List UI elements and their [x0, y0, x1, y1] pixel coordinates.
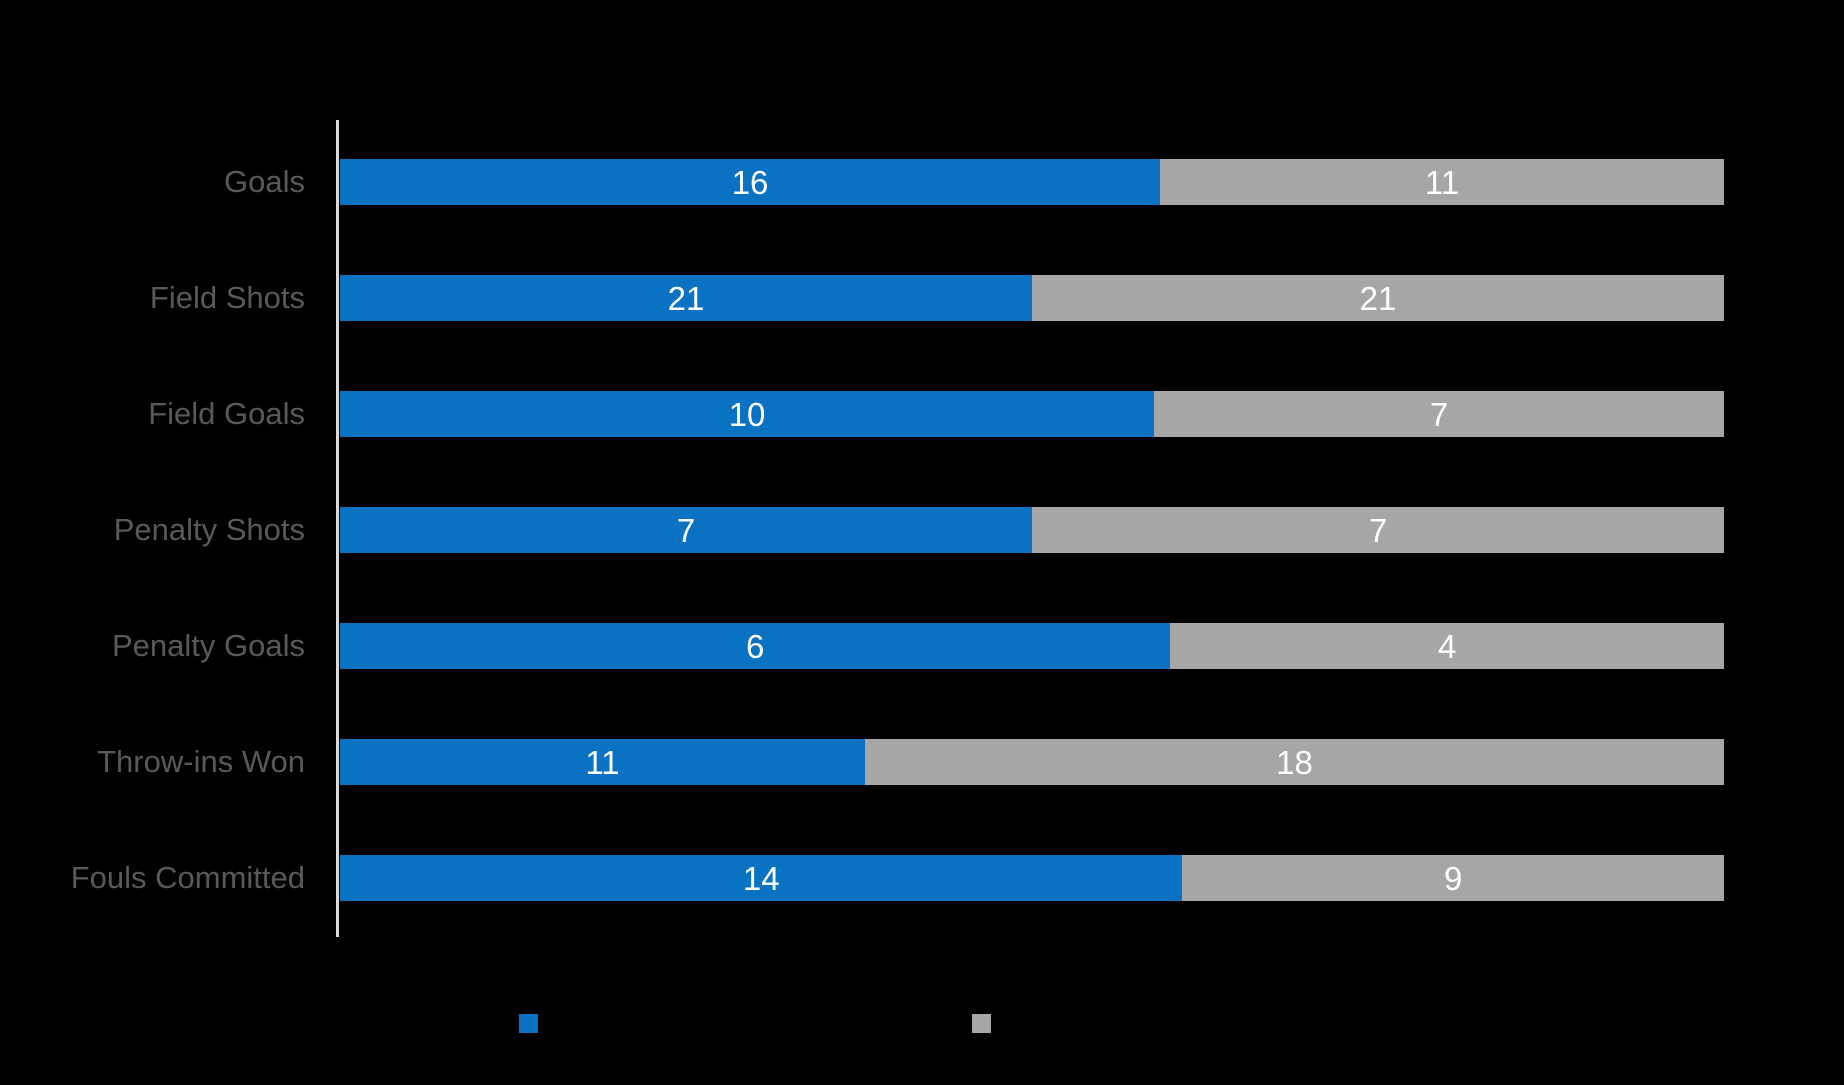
bar-row: Fouls Committed 14 9 — [0, 855, 1844, 901]
bar-segment-gray: 11 — [1160, 159, 1724, 205]
stacked-bar: 11 18 — [340, 739, 1724, 785]
value-label-gray: 11 — [1424, 163, 1460, 201]
category-label: Field Shots — [149, 280, 305, 315]
value-label-gray: 18 — [1276, 743, 1313, 781]
value-label-gray: 9 — [1444, 859, 1463, 897]
bar-row: Throw-ins Won 11 18 — [0, 739, 1844, 785]
chart-plot-area: Goals 16 11 Field Shots 21 21 — [0, 159, 1844, 901]
bar-segment-gray: 7 — [1032, 507, 1724, 553]
bar-segment-gray: 7 — [1154, 391, 1724, 437]
legend — [0, 1014, 1844, 1033]
bar-row: Penalty Shots 7 7 — [0, 507, 1844, 553]
value-label-blue: 11 — [585, 743, 620, 781]
stacked-bar: 7 7 — [340, 507, 1724, 553]
bar-segment-gray: 18 — [864, 739, 1724, 785]
bar-segment-blue: 6 — [340, 623, 1171, 669]
bar-segment-blue: 10 — [340, 391, 1155, 437]
category-label: Goals — [224, 164, 305, 199]
value-label-gray: 7 — [1429, 395, 1449, 433]
bar-segment-gray: 9 — [1182, 855, 1724, 901]
bar-segment-blue: 21 — [340, 275, 1032, 321]
value-label-gray: 21 — [1359, 279, 1397, 317]
legend-marker-gray-icon — [972, 1014, 991, 1033]
value-label-gray: 7 — [1368, 511, 1388, 549]
bar-row: Field Goals 10 7 — [0, 391, 1844, 437]
bar-segment-blue: 14 — [340, 855, 1183, 901]
value-label-blue: 7 — [676, 511, 696, 549]
bar-row: Field Shots 21 21 — [0, 275, 1844, 321]
bar-segment-blue: 7 — [340, 507, 1032, 553]
value-label-blue: 16 — [731, 163, 769, 201]
category-label: Field Goals — [148, 396, 305, 431]
value-label-gray: 4 — [1438, 627, 1457, 665]
bar-row: Penalty Goals 6 4 — [0, 623, 1844, 669]
stacked-bar: 6 4 — [340, 623, 1724, 669]
stacked-bar: 21 21 — [340, 275, 1724, 321]
value-label-blue: 10 — [728, 395, 766, 433]
category-label: Penalty Goals — [112, 628, 305, 663]
legend-marker-blue-icon — [519, 1014, 538, 1033]
category-label: Throw-ins Won — [97, 744, 305, 779]
stacked-bar: 16 11 — [340, 159, 1724, 205]
value-label-blue: 14 — [742, 859, 780, 897]
bar-segment-blue: 11 — [340, 739, 865, 785]
stacked-bar: 14 9 — [340, 855, 1724, 901]
bar-row: Goals 16 11 — [0, 159, 1844, 205]
category-label: Penalty Shots — [113, 512, 305, 547]
y-axis-line — [336, 120, 339, 937]
bar-segment-gray: 21 — [1032, 275, 1724, 321]
category-label: Fouls Committed — [70, 860, 305, 895]
bar-segment-blue: 16 — [340, 159, 1161, 205]
value-label-blue: 6 — [746, 627, 765, 665]
stacked-bar: 10 7 — [340, 391, 1724, 437]
bar-segment-gray: 4 — [1170, 623, 1724, 669]
value-label-blue: 21 — [667, 279, 705, 317]
